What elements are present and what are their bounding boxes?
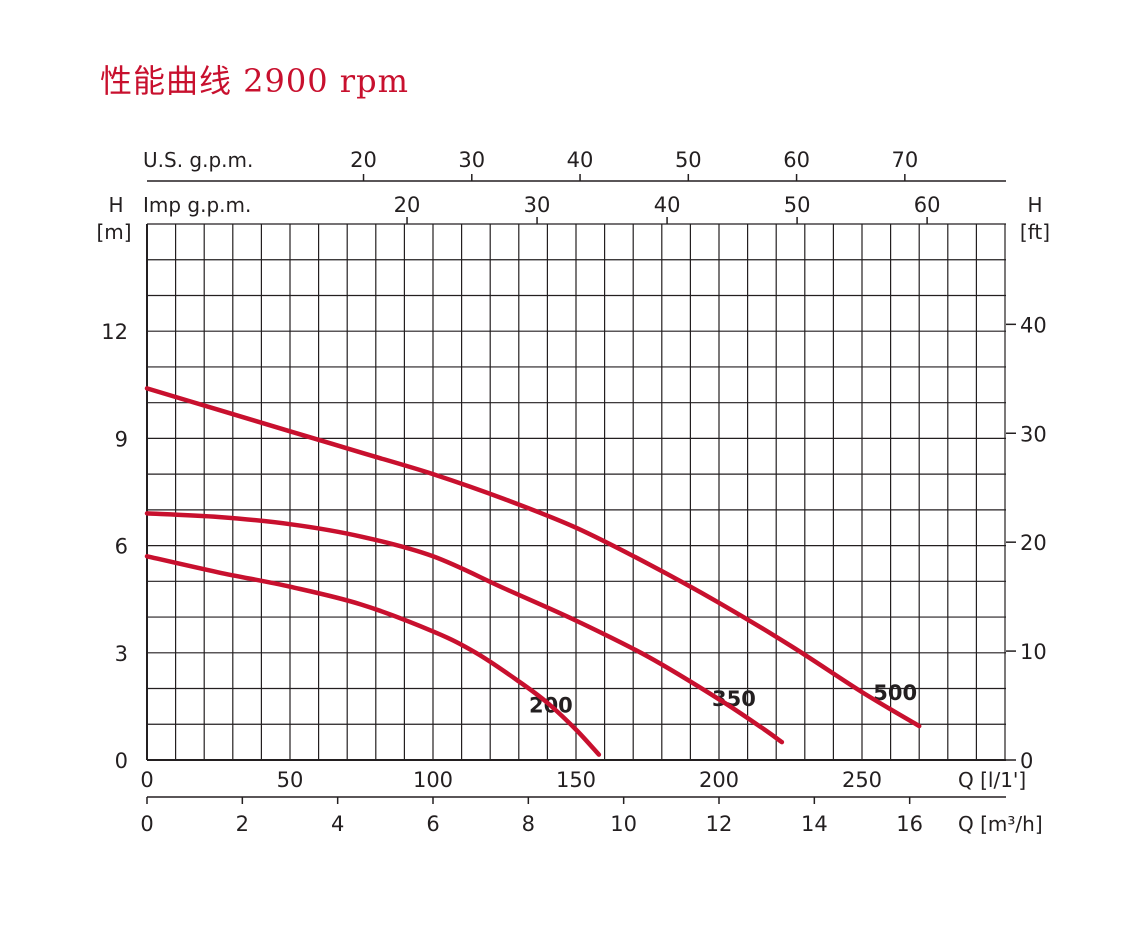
imp-gpm-tick-label: 30 (524, 193, 551, 217)
x-secondary-tick-label: 2 (236, 812, 249, 836)
x-secondary-axis-title: Q [m³/h] (958, 812, 1043, 836)
imp-gpm-axis-title: Imp g.p.m. (143, 193, 251, 217)
y-left-tick-label: 0 (115, 749, 128, 773)
y-right-tick-label: 10 (1020, 640, 1047, 664)
x-primary-tick-label: 150 (556, 768, 596, 792)
page-title: 性能曲线 2900 rpm (100, 62, 409, 100)
x-primary-tick-label: 50 (277, 768, 304, 792)
curve-500 (144, 386, 922, 729)
x-primary-tick-label: 250 (842, 768, 882, 792)
us-gpm-axis-title: U.S. g.p.m. (143, 148, 253, 172)
y-right-tick-label: 0 (1020, 749, 1033, 773)
x-secondary-tick-label: 0 (140, 812, 153, 836)
x-primary-tick-label: 0 (140, 768, 153, 792)
chart-grid (146, 223, 1006, 761)
y-left-tick-label: 12 (101, 320, 128, 344)
x-secondary-tick-label: 6 (426, 812, 439, 836)
us-gpm-tick-label: 40 (567, 148, 594, 172)
y-left-tick-label: 6 (115, 535, 128, 559)
x-primary-tick-label: 200 (699, 768, 739, 792)
x-primary-tick-label: 100 (413, 768, 453, 792)
y-right-axis-unit: [ft] (1020, 220, 1050, 244)
chart-ticks (146, 174, 1016, 804)
us-gpm-tick-label: 60 (783, 148, 810, 172)
x-secondary-tick-label: 10 (610, 812, 637, 836)
x-secondary-tick-label: 12 (706, 812, 733, 836)
us-gpm-tick-label: 70 (891, 148, 918, 172)
curve-200 (144, 554, 602, 757)
y-left-tick-label: 9 (115, 427, 128, 451)
imp-gpm-tick-label: 60 (914, 193, 941, 217)
x-secondary-tick-label: 8 (522, 812, 535, 836)
y-left-axis-unit: [m] (96, 220, 131, 244)
y-right-axis-title: H (1027, 193, 1042, 217)
y-right-tick-label: 20 (1020, 531, 1047, 555)
us-gpm-tick-label: 20 (350, 148, 377, 172)
y-left-axis-title: H (108, 193, 123, 217)
x-secondary-tick-label: 14 (801, 812, 828, 836)
imp-gpm-tick-label: 20 (394, 193, 421, 217)
us-gpm-tick-label: 50 (675, 148, 702, 172)
imp-gpm-tick-label: 50 (784, 193, 811, 217)
x-secondary-tick-label: 4 (331, 812, 344, 836)
curve-350 (144, 511, 785, 745)
y-right-tick-label: 40 (1020, 313, 1047, 337)
x-primary-axis-title: Q [l/1'] (958, 768, 1026, 792)
imp-gpm-tick-label: 40 (654, 193, 681, 217)
chart-curves (144, 386, 922, 757)
us-gpm-tick-label: 30 (458, 148, 485, 172)
y-left-tick-label: 3 (115, 642, 128, 666)
y-right-tick-label: 30 (1020, 422, 1047, 446)
x-secondary-tick-label: 16 (896, 812, 923, 836)
